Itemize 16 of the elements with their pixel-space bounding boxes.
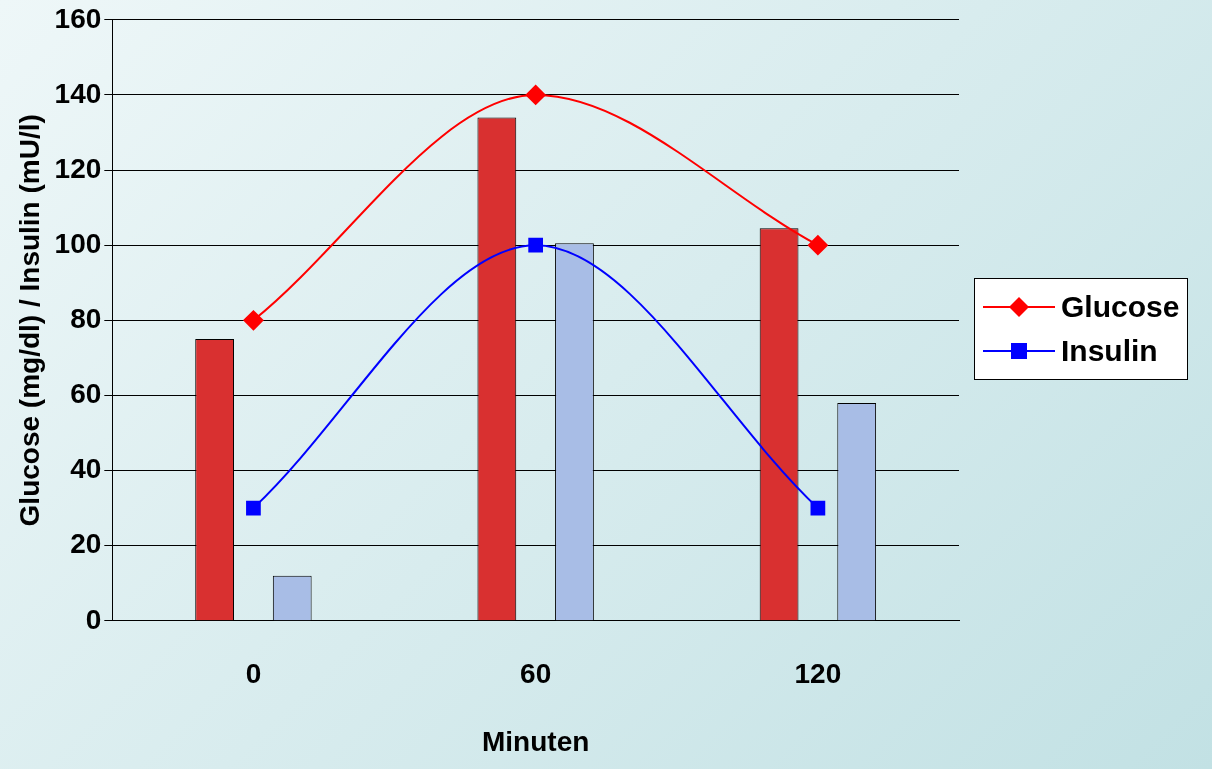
x-tick-label: 120 [794,658,842,690]
y-tick-label: 40 [70,453,102,485]
y-axis-title: Glucose (mg/dl) / Insulin (mU/l) [13,114,45,527]
y-tick-label: 60 [70,378,102,410]
x-axis-title: Minuten [482,725,590,757]
y-tick-label: 0 [85,603,102,635]
legend-label: Glucose [1061,290,1180,324]
y-tick-label: 20 [70,528,102,560]
y-tick-label: 140 [54,77,102,109]
x-tick-label: 60 [520,658,552,690]
legend-label: Insulin [1061,334,1158,368]
y-tick-label: 100 [54,227,102,259]
y-tick-label: 160 [54,2,102,34]
y-tick-label: 80 [70,303,102,335]
y-tick-label: 120 [54,152,102,184]
x-tick-label: 0 [245,658,262,690]
